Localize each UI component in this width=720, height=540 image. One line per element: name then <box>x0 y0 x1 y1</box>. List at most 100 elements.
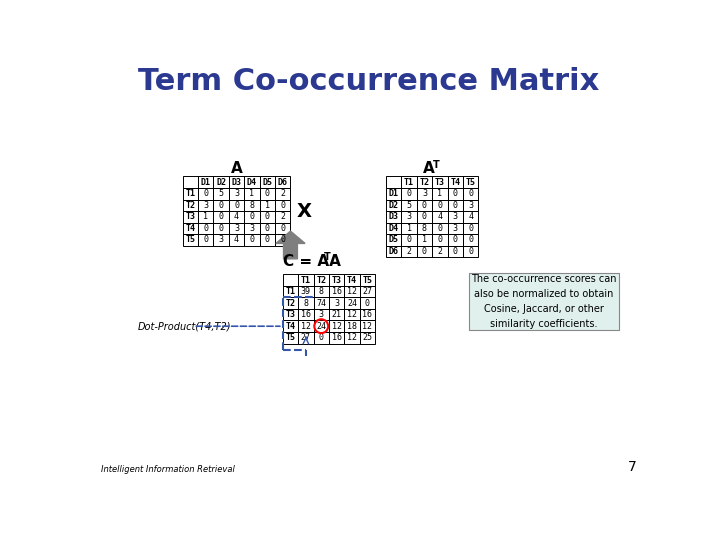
Text: 0: 0 <box>319 333 324 342</box>
Bar <box>244 234 260 246</box>
Bar <box>314 274 329 286</box>
Text: 0: 0 <box>219 201 224 210</box>
Text: D5: D5 <box>262 178 272 187</box>
Text: 2: 2 <box>280 190 285 198</box>
Bar <box>401 211 417 222</box>
Text: T: T <box>433 160 439 170</box>
Text: 0: 0 <box>453 235 458 245</box>
Text: The co-occurrence scores can
also be normalized to obtain
Cosine, Jaccard, or ot: The co-occurrence scores can also be nor… <box>472 274 617 329</box>
Bar <box>283 309 298 320</box>
FancyArrow shape <box>276 231 305 259</box>
Text: 2: 2 <box>437 247 442 256</box>
Text: 74: 74 <box>316 299 326 308</box>
Bar <box>229 177 244 188</box>
Bar <box>198 211 213 222</box>
Bar <box>360 298 375 309</box>
Bar <box>275 222 290 234</box>
Text: 4: 4 <box>234 235 239 245</box>
Bar <box>213 211 229 222</box>
Text: Intelligent Information Retrieval: Intelligent Information Retrieval <box>101 465 235 475</box>
Bar <box>329 274 344 286</box>
Text: 0: 0 <box>265 212 270 221</box>
Bar <box>360 320 375 332</box>
Text: 3: 3 <box>203 201 208 210</box>
Bar <box>298 332 314 343</box>
Bar <box>213 234 229 246</box>
Text: T4: T4 <box>285 322 295 330</box>
Bar <box>260 177 275 188</box>
Text: D3: D3 <box>232 178 242 187</box>
Bar <box>432 211 448 222</box>
Bar <box>298 309 314 320</box>
Text: 0: 0 <box>407 190 412 198</box>
Text: 16: 16 <box>362 310 372 319</box>
Bar <box>417 246 432 257</box>
Text: D6: D6 <box>278 178 288 187</box>
Bar <box>229 188 244 200</box>
Text: T5: T5 <box>362 275 372 285</box>
Text: 12: 12 <box>347 310 357 319</box>
Bar <box>283 332 298 343</box>
Bar <box>244 222 260 234</box>
Text: D4: D4 <box>389 224 399 233</box>
Bar <box>344 298 360 309</box>
Bar <box>275 211 290 222</box>
Bar <box>432 177 448 188</box>
Text: 12: 12 <box>301 322 311 330</box>
Text: A: A <box>423 161 435 176</box>
Text: D4: D4 <box>247 178 257 187</box>
Text: 3: 3 <box>453 224 458 233</box>
Bar <box>448 177 463 188</box>
Bar <box>283 320 298 332</box>
Text: 24: 24 <box>347 299 357 308</box>
Text: 0: 0 <box>468 190 473 198</box>
Bar <box>244 188 260 200</box>
Text: 12: 12 <box>332 322 342 330</box>
Text: D2: D2 <box>389 201 399 210</box>
Text: 1: 1 <box>422 235 427 245</box>
Bar <box>417 234 432 246</box>
Text: 0: 0 <box>468 247 473 256</box>
Text: T5: T5 <box>466 178 476 187</box>
Text: 27: 27 <box>362 287 372 296</box>
Text: T4: T4 <box>450 178 460 187</box>
Bar <box>275 200 290 211</box>
Text: T3: T3 <box>435 178 445 187</box>
Bar <box>198 222 213 234</box>
Text: Dot-Product(T4,T2): Dot-Product(T4,T2) <box>138 321 232 331</box>
Text: 1: 1 <box>407 224 412 233</box>
Text: 0: 0 <box>249 235 254 245</box>
Text: 0: 0 <box>280 235 285 245</box>
Text: 0: 0 <box>422 201 427 210</box>
Bar <box>432 188 448 200</box>
Text: D1: D1 <box>389 190 399 198</box>
Bar <box>183 234 198 246</box>
Text: 0: 0 <box>249 212 254 221</box>
Bar <box>448 188 463 200</box>
Text: A: A <box>230 161 243 176</box>
Bar <box>260 234 275 246</box>
Text: T5: T5 <box>285 333 295 342</box>
Bar <box>463 234 478 246</box>
Bar <box>344 320 360 332</box>
Text: D3: D3 <box>389 212 399 221</box>
Bar <box>198 200 213 211</box>
Bar <box>401 200 417 211</box>
Text: 8: 8 <box>303 299 308 308</box>
Bar <box>448 200 463 211</box>
Text: 4: 4 <box>234 212 239 221</box>
Bar <box>275 177 290 188</box>
Text: T3: T3 <box>185 212 195 221</box>
Bar <box>448 246 463 257</box>
Text: 0: 0 <box>203 235 208 245</box>
Bar <box>386 234 401 246</box>
Bar <box>360 286 375 298</box>
Text: 8: 8 <box>249 201 254 210</box>
Text: 0: 0 <box>422 247 427 256</box>
Bar <box>329 332 344 343</box>
Text: T1: T1 <box>301 275 311 285</box>
Text: 0: 0 <box>453 201 458 210</box>
Text: 3: 3 <box>407 212 412 221</box>
Text: 2: 2 <box>280 212 285 221</box>
Text: 0: 0 <box>453 190 458 198</box>
